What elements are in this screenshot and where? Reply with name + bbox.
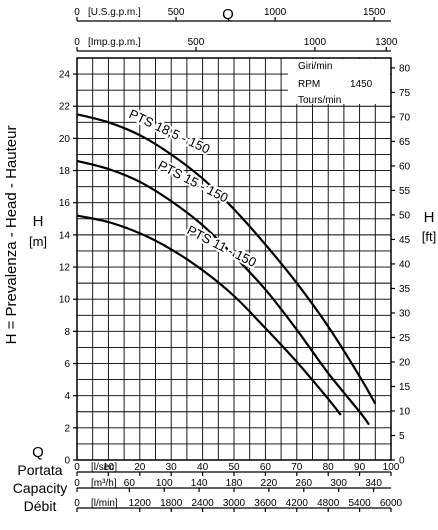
- lsec-tick-label: 20: [134, 462, 146, 473]
- y-right-tick-label: 20: [399, 357, 411, 368]
- impgpm-tick-label: 1300: [375, 37, 398, 48]
- y-left-tick-label: 10: [59, 295, 71, 306]
- y-left-tick-label: 12: [59, 263, 71, 274]
- y-left-tick-label: 18: [59, 166, 71, 177]
- lsec-tick-label: 10: [103, 462, 115, 473]
- y-left-tick-label: 16: [59, 198, 71, 209]
- m3h-tick-label: 140: [191, 478, 208, 489]
- lsec-unit-label: [l/sec]: [91, 462, 117, 473]
- plot-frame: [76, 57, 392, 461]
- m3h-tick-label: 0: [74, 478, 80, 489]
- lsec-tick-label: 0: [74, 462, 80, 473]
- lsec-tick-label: 100: [383, 462, 400, 473]
- m3h-tick-label: 60: [124, 478, 136, 489]
- y-right-tick-label: 55: [399, 186, 411, 197]
- y-right-tick-label: 65: [399, 137, 411, 148]
- series-curve-2: [76, 159, 370, 426]
- y-right-tick-label: 75: [399, 88, 411, 99]
- y-right-tick-label: 10: [399, 406, 411, 417]
- y-right-symbol: H: [424, 209, 435, 226]
- m3h-tick-label: 220: [261, 478, 278, 489]
- usgpm-tick-label: 1500: [363, 7, 386, 18]
- series-curve-3: [76, 214, 342, 416]
- lmin-tick-label: 0: [74, 498, 80, 509]
- y-left-tick-label: 2: [64, 423, 70, 434]
- y-left-tick-label: 24: [59, 70, 71, 81]
- y-left-unit: [m]: [29, 234, 47, 249]
- m3h-unit-label: [m³/h]: [91, 478, 117, 489]
- x-axis-name: Portata: [17, 462, 62, 478]
- speed-note-value: 1450: [350, 79, 373, 90]
- impgpm-tick-label: 1000: [304, 37, 327, 48]
- usgpm-tick-label: 1000: [264, 7, 287, 18]
- usgpm-unit-label: [U.S.g.p.m.]: [88, 7, 141, 18]
- lmin-tick-label: 2400: [191, 498, 214, 509]
- speed-note-box: [288, 59, 390, 104]
- lsec-tick-label: 80: [323, 462, 335, 473]
- lmin-tick-label: 3000: [223, 498, 246, 509]
- speed-note-line: Tours/min: [298, 95, 341, 106]
- impgpm-tick-label: 0: [74, 37, 80, 48]
- y-right-tick-label: 25: [399, 333, 411, 344]
- lsec-tick-label: 30: [166, 462, 178, 473]
- lmin-tick-label: 4800: [317, 498, 340, 509]
- top-q-label: Q: [222, 6, 234, 23]
- m3h-tick-label: 180: [226, 478, 243, 489]
- y-right-tick-label: 70: [399, 112, 411, 123]
- y-left-tick-label: 8: [64, 327, 70, 338]
- y-left-tick-label: 22: [59, 102, 71, 113]
- m3h-tick-label: 100: [156, 478, 173, 489]
- impgpm-unit-label: [Imp.g.p.m.]: [88, 37, 141, 48]
- lmin-tick-label: 6000: [380, 498, 403, 509]
- y-left-tick-label: 0: [64, 456, 70, 467]
- x-axis-name: Débit: [24, 498, 57, 514]
- y-right-tick-label: 40: [399, 259, 411, 270]
- lmin-unit-label: [l/min]: [91, 498, 118, 509]
- y-right-unit: [ft]: [422, 229, 436, 244]
- lmin-tick-label: 1200: [129, 498, 152, 509]
- lsec-tick-label: 60: [260, 462, 272, 473]
- y-right-tick-label: 30: [399, 308, 411, 319]
- lsec-tick-label: 40: [197, 462, 209, 473]
- y-left-axis-title: H = Prevalenza - Head - Hauteur: [3, 126, 20, 345]
- series-label: PTS 11 - 150: [185, 222, 259, 270]
- y-right-tick-label: 0: [399, 456, 405, 467]
- m3h-tick-label: 300: [330, 478, 347, 489]
- y-right-tick-label: 5: [399, 431, 405, 442]
- y-left-tick-label: 4: [64, 391, 70, 402]
- lmin-tick-label: 4200: [286, 498, 309, 509]
- y-right-tick-label: 45: [399, 235, 411, 246]
- m3h-tick-label: 260: [295, 478, 312, 489]
- y-right-tick-label: 15: [399, 382, 411, 393]
- lsec-tick-label: 70: [291, 462, 303, 473]
- speed-note-line: RPM: [298, 79, 320, 90]
- y-right-tick-label: 35: [399, 284, 411, 295]
- m3h-tick-label: 340: [365, 478, 382, 489]
- series-curve-1: [76, 113, 377, 405]
- y-left-symbol: H: [33, 213, 44, 230]
- x-axis-name: Capacity: [13, 480, 67, 496]
- lsec-tick-label: 90: [354, 462, 366, 473]
- lmin-tick-label: 5400: [348, 498, 371, 509]
- lmin-tick-label: 1800: [160, 498, 183, 509]
- usgpm-tick-label: 500: [168, 7, 185, 18]
- y-left-tick-label: 6: [64, 359, 70, 370]
- impgpm-tick-label: 500: [188, 37, 205, 48]
- lsec-tick-label: 50: [228, 462, 240, 473]
- bottom-q-label: Q: [32, 444, 44, 461]
- speed-note-line: Giri/min: [298, 61, 332, 72]
- y-right-tick-label: 50: [399, 210, 411, 221]
- y-left-tick-label: 14: [59, 230, 71, 241]
- y-right-tick-label: 60: [399, 161, 411, 172]
- usgpm-tick-label: 0: [74, 7, 80, 18]
- lmin-tick-label: 3600: [254, 498, 277, 509]
- y-left-tick-label: 20: [59, 134, 71, 145]
- y-right-tick-label: 80: [399, 63, 411, 74]
